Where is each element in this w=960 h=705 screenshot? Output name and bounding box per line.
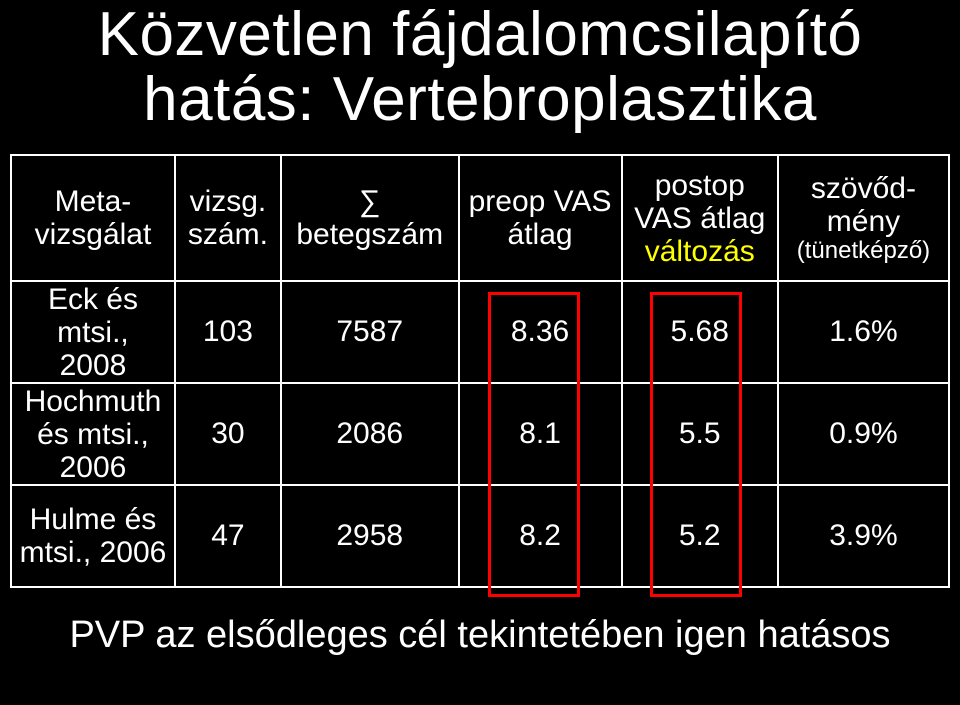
header-text: szövőd-: [779, 172, 948, 205]
cell-value: 8.36: [459, 281, 622, 383]
cell-value: 30: [175, 383, 281, 485]
row-label: Hulme és mtsi., 2006: [11, 485, 175, 587]
cell-value: 2086: [281, 383, 459, 485]
cell-value: 7587: [281, 281, 459, 383]
cell-value: 47: [175, 485, 281, 587]
cell-text: Eck és: [12, 283, 174, 316]
row-label: Eck és mtsi., 2008: [11, 281, 175, 383]
header-text: szám.: [176, 218, 280, 251]
header-text: vizsgálat: [12, 218, 174, 251]
header-text: ∑: [282, 185, 458, 218]
footer-text: PVP az elsődleges cél tekintetében igen …: [0, 614, 960, 657]
header-text: preop VAS: [460, 185, 621, 218]
cell-value: 0.9%: [778, 383, 949, 485]
header-text: átlag: [460, 218, 621, 251]
table-row: Hulme és mtsi., 2006 47 2958 8.2 5.2 3.9…: [11, 485, 949, 587]
header-sum: ∑ betegszám: [281, 155, 459, 281]
header-text: Meta-: [12, 185, 174, 218]
header-text: vizsg.: [176, 185, 280, 218]
cell-text: Hulme és: [12, 503, 174, 536]
title-line-1: Közvetlen fájdalomcsilapító: [0, 0, 960, 67]
table-row: Hochmuth és mtsi., 2006 30 2086 8.1 5.5 …: [11, 383, 949, 485]
header-text-highlight: változás: [623, 235, 777, 268]
cell-value: 1.6%: [778, 281, 949, 383]
cell-value: 8.2: [459, 485, 622, 587]
cell-value: 5.2: [622, 485, 778, 587]
header-text: mény: [779, 205, 948, 238]
header-text: VAS átlag: [623, 202, 777, 235]
data-table: Meta- vizsgálat vizsg. szám. ∑ betegszám…: [10, 154, 950, 588]
row-label: Hochmuth és mtsi., 2006: [11, 383, 175, 485]
header-complication: szövőd- mény (tünetképző): [778, 155, 949, 281]
cell-value: 2958: [281, 485, 459, 587]
header-meta: Meta- vizsgálat: [11, 155, 175, 281]
table-row: Eck és mtsi., 2008 103 7587 8.36 5.68 1.…: [11, 281, 949, 383]
cell-value: 5.5: [622, 383, 778, 485]
cell-value: 103: [175, 281, 281, 383]
cell-value: 5.68: [622, 281, 778, 383]
header-text: (tünetképző): [779, 238, 948, 264]
header-postop: postop VAS átlag változás: [622, 155, 778, 281]
cell-text: 2006: [12, 451, 174, 484]
header-preop: preop VAS átlag: [459, 155, 622, 281]
cell-text: és mtsi.,: [12, 418, 174, 451]
header-text: betegszám: [282, 218, 458, 251]
slide: Közvetlen fájdalomcsilapító hatás: Verte…: [0, 0, 960, 705]
cell-value: 3.9%: [778, 485, 949, 587]
title-line-2: hatás: Vertebroplasztika: [0, 67, 960, 132]
header-text: postop: [623, 169, 777, 202]
cell-text: mtsi.,: [12, 316, 174, 349]
header-vizsg: vizsg. szám.: [175, 155, 281, 281]
header-row: Meta- vizsgálat vizsg. szám. ∑ betegszám…: [11, 155, 949, 281]
cell-text: mtsi., 2006: [12, 536, 174, 569]
cell-value: 8.1: [459, 383, 622, 485]
cell-text: Hochmuth: [12, 385, 174, 418]
cell-text: 2008: [12, 349, 174, 382]
